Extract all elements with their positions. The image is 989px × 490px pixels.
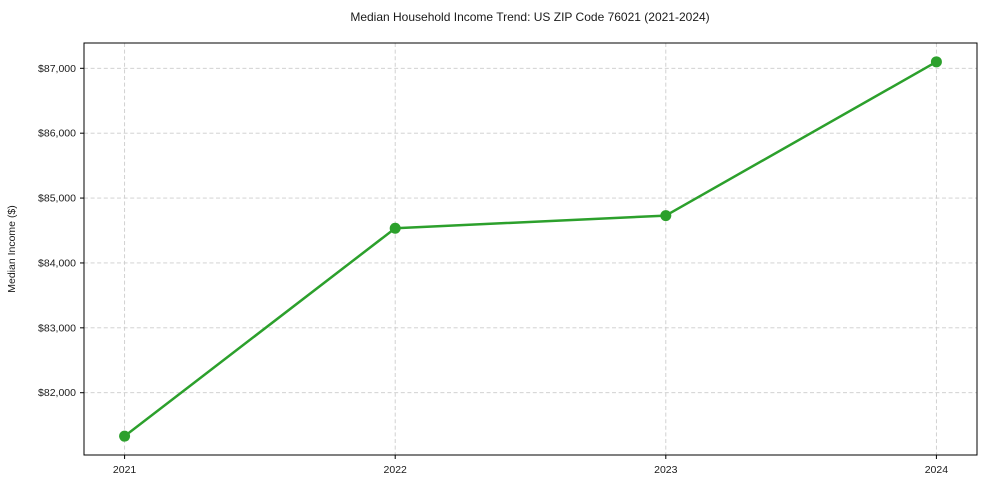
y-axis-label: Median Income ($) xyxy=(6,205,18,293)
data-point xyxy=(119,430,131,442)
data-point xyxy=(930,56,942,68)
data-point xyxy=(389,222,401,234)
y-tick-label: $82,000 xyxy=(38,387,76,399)
y-tick-label: $86,000 xyxy=(38,128,76,140)
chart-title: Median Household Income Trend: US ZIP Co… xyxy=(350,10,709,24)
y-tick-label: $85,000 xyxy=(38,193,76,205)
plot-border xyxy=(83,42,978,456)
x-tick-label: 2024 xyxy=(925,464,949,476)
x-tick-label: 2023 xyxy=(654,464,678,476)
data-point xyxy=(660,210,672,222)
trend-line xyxy=(123,60,938,438)
y-tick-label: $84,000 xyxy=(38,257,76,269)
x-tick-label: 2021 xyxy=(113,464,137,476)
y-tick-label: $83,000 xyxy=(38,322,76,334)
y-tick-label: $87,000 xyxy=(38,63,76,75)
x-tick-label: 2022 xyxy=(384,464,408,476)
